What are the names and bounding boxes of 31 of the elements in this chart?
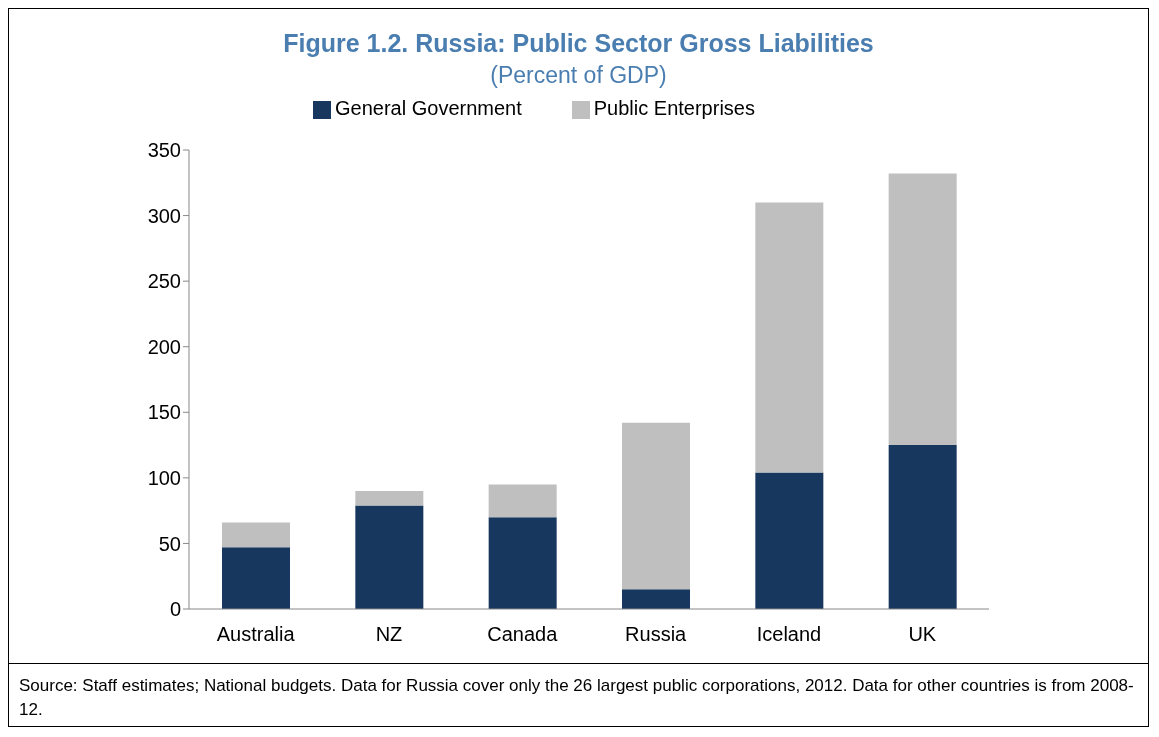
bar bbox=[622, 422, 690, 590]
chart-title: Figure 1.2. Russia: Public Sector Gross Liabilities bbox=[282, 29, 875, 58]
bar bbox=[488, 517, 557, 609]
y-tick-label: 150 bbox=[147, 401, 181, 424]
y-tick-label: 200 bbox=[147, 335, 181, 358]
x-tick-label: UK bbox=[908, 623, 937, 646]
legend-label: General Government bbox=[335, 97, 522, 119]
y-tick-label: 50 bbox=[158, 532, 181, 555]
y-tick-label: 300 bbox=[147, 204, 181, 227]
bar bbox=[355, 505, 424, 609]
x-tick-label: Canada bbox=[487, 623, 559, 646]
y-tick-label: 350 bbox=[147, 139, 181, 162]
legend-label: Public Enterprises bbox=[593, 97, 755, 119]
bar bbox=[222, 522, 290, 548]
bar bbox=[488, 484, 557, 518]
source-note: Source: Staff estimates; National budgets. Data for Russia cover only the 26 largest public corporations, 2012. Data for other countries is from 2008-12. bbox=[19, 675, 1135, 721]
x-tick-label: Australia bbox=[216, 623, 296, 646]
x-tick-label: NZ bbox=[375, 623, 403, 646]
chart-subtitle: (Percent of GDP) bbox=[489, 62, 668, 89]
y-tick-label: 0 bbox=[169, 598, 181, 621]
bar bbox=[888, 445, 957, 609]
bar bbox=[755, 472, 824, 609]
y-tick-label: 250 bbox=[147, 270, 181, 293]
y-tick-label: 100 bbox=[147, 466, 181, 489]
bar bbox=[622, 589, 690, 609]
x-tick-label: Iceland bbox=[756, 623, 822, 646]
bar bbox=[755, 202, 824, 473]
bar bbox=[355, 490, 424, 506]
bar bbox=[222, 547, 290, 609]
bar bbox=[888, 173, 957, 446]
x-tick-label: Russia bbox=[625, 623, 688, 646]
